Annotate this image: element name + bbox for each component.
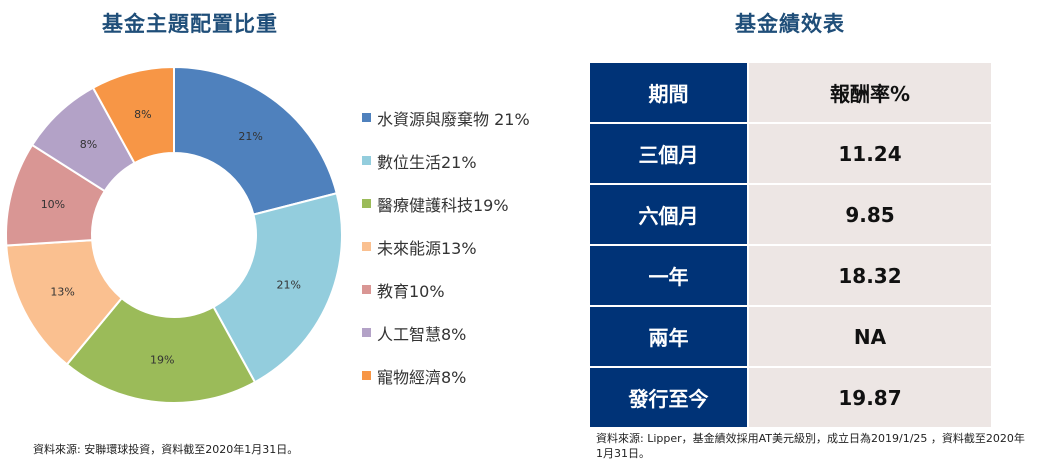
performance-table: 期間 報酬率% 三個月 11.24 六個月 9.85 一年 18.32 兩年 NA 發行至今 19…: [590, 63, 991, 429]
legend-item: 人工智慧8%: [362, 311, 530, 354]
row-period: 六個月: [590, 184, 749, 246]
legend-swatch: [362, 285, 371, 294]
legend-swatch: [362, 156, 371, 165]
row-period: 三個月: [590, 123, 749, 185]
slice-data-label: 8%: [80, 138, 97, 151]
legend-label: 數位生活21%: [377, 152, 477, 172]
slice-data-label: 13%: [50, 286, 74, 299]
row-period: 兩年: [590, 306, 749, 368]
table-row: 一年 18.32: [590, 245, 991, 307]
table-row: 三個月 11.24: [590, 123, 991, 185]
chart-legend: 水資源與廢棄物 21% 數位生活21% 醫療健護科技19% 未來能源13% 教育10% 人…: [362, 96, 530, 397]
row-return-value: NA: [748, 306, 991, 368]
row-period: 一年: [590, 245, 749, 307]
legend-label: 人工智慧8%: [377, 324, 467, 344]
table-row: 兩年 NA: [590, 306, 991, 368]
donut-chart: 21% 21% 19% 13% 10% 8% 8%: [5, 65, 343, 404]
legend-label: 寵物經濟8%: [377, 367, 467, 387]
slice-data-label: 19%: [150, 353, 174, 366]
chart-source-note: 資料來源: 安聯環球投資，資料截至2020年1月31日。: [33, 443, 299, 456]
legend-label: 醫療健護科技19%: [377, 195, 509, 215]
slice-data-label: 10%: [41, 198, 65, 211]
header-period: 期間: [590, 63, 749, 124]
legend-item: 水資源與廢棄物 21%: [362, 96, 530, 139]
header-return: 報酬率%: [748, 63, 991, 124]
row-period: 發行至今: [590, 367, 749, 429]
pie-slice: [173, 65, 338, 216]
legend-label: 未來能源13%: [377, 238, 477, 258]
row-return-value: 18.32: [748, 245, 991, 307]
legend-swatch: [362, 242, 371, 251]
slice-data-label: 21%: [276, 279, 300, 292]
legend-item: 未來能源13%: [362, 225, 530, 268]
row-return-value: 9.85: [748, 184, 991, 246]
pie-slice: [212, 192, 343, 384]
table-row: 發行至今 19.87: [590, 367, 991, 429]
table-header-row: 期間 報酬率%: [590, 63, 991, 124]
table-title: 基金績效表: [735, 12, 845, 36]
pie-slice: [91, 65, 175, 165]
legend-swatch: [362, 371, 371, 380]
slice-data-label: 8%: [134, 108, 151, 121]
table-source-note: 資料來源: Lipper，基金績效採用AT美元級別，成立日為2019/1/25 …: [596, 432, 1025, 460]
legend-swatch: [362, 199, 371, 208]
table-row: 六個月 9.85: [590, 184, 991, 246]
legend-label: 水資源與廢棄物 21%: [377, 109, 530, 129]
legend-item: 教育10%: [362, 268, 530, 311]
row-return-value: 11.24: [748, 123, 991, 185]
pie-slice: [65, 296, 257, 404]
legend-swatch: [362, 113, 371, 122]
row-return-value: 19.87: [748, 367, 991, 429]
chart-title: 基金主題配置比重: [102, 12, 278, 36]
legend-label: 教育10%: [377, 281, 445, 301]
legend-item: 寵物經濟8%: [362, 354, 530, 397]
legend-item: 數位生活21%: [362, 139, 530, 182]
slice-data-label: 21%: [238, 130, 262, 143]
legend-swatch: [362, 328, 371, 337]
legend-item: 醫療健護科技19%: [362, 182, 530, 225]
